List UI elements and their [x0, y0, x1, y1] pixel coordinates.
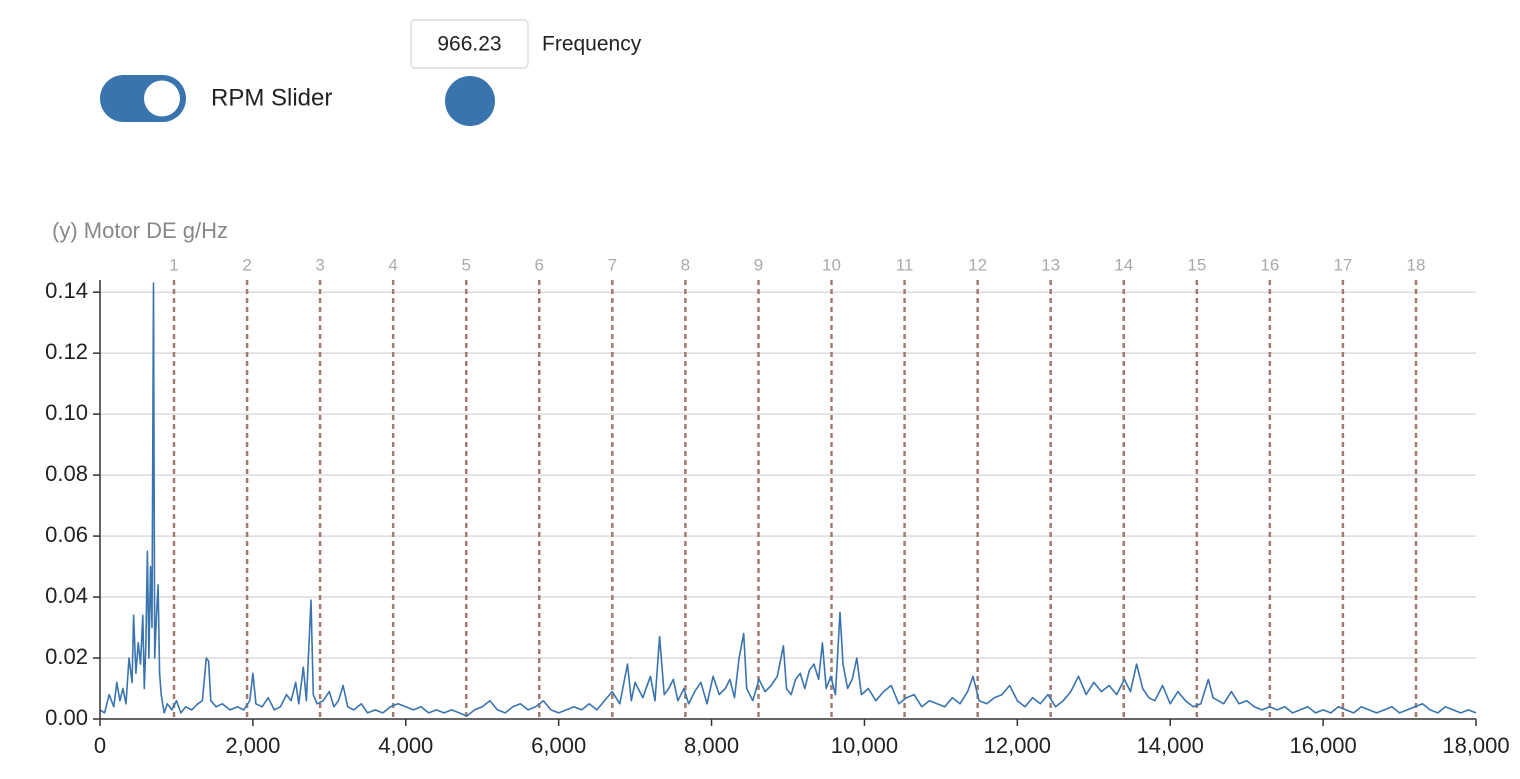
y-tick-label: 0.02	[45, 644, 88, 669]
y-tick-label: 0.14	[45, 278, 88, 303]
spectrum-line	[99, 282, 1477, 717]
toggle-knob[interactable]	[144, 80, 180, 117]
x-tick-label: 6,000	[531, 733, 586, 758]
x-tick-label: 12,000	[984, 733, 1051, 758]
y-tick-label: 0.06	[45, 522, 88, 547]
harmonic-label: 10	[822, 255, 841, 274]
y-tick-label: 0.12	[45, 339, 88, 364]
rpm-toggle[interactable]	[100, 75, 186, 122]
harmonic-label: 18	[1407, 255, 1426, 274]
harmonic-label: 13	[1041, 255, 1060, 274]
x-tick-label: 4,000	[378, 733, 433, 758]
x-tick-label: 18,000	[1442, 733, 1509, 758]
x-tick-label: 2,000	[225, 733, 280, 758]
plot: 0.00 0.02 0.04 0.06 0.08 0.10 0.12 0.14 0 2,000 4,…	[45, 255, 1509, 757]
x-tick-label: 16,000	[1289, 733, 1356, 758]
harmonic-label: 15	[1187, 255, 1206, 274]
frequency-label: Frequency	[542, 33, 642, 56]
y-axis-label: (y) Motor DE g/Hz	[52, 218, 228, 243]
frequency-value[interactable]: 966.23	[437, 33, 501, 56]
harmonic-label: 1	[169, 255, 178, 274]
x-tick-label: 0	[94, 733, 106, 758]
toggle-label: RPM Slider	[211, 84, 332, 111]
harmonic-label: 17	[1333, 255, 1352, 274]
harmonic-label: 5	[462, 255, 471, 274]
harmonic-label: 3	[315, 255, 324, 274]
harmonic-label: 7	[608, 255, 617, 274]
frequency-input[interactable]	[410, 19, 529, 69]
harmonic-label: 9	[754, 255, 763, 274]
slider-thumb[interactable]	[445, 76, 495, 126]
harmonic-label: 16	[1260, 255, 1279, 274]
harmonic-label: 6	[535, 255, 544, 274]
y-tick-label: 0.00	[45, 705, 88, 730]
harmonic-label: 11	[896, 255, 914, 274]
y-tick-label: 0.04	[45, 583, 88, 608]
y-tick-label: 0.08	[45, 461, 88, 486]
harmonic-label: 2	[242, 255, 251, 274]
x-tick-label: 14,000	[1137, 733, 1204, 758]
y-tick-label: 0.10	[45, 400, 88, 425]
harmonic-label: 12	[968, 255, 987, 274]
x-tick-label: 10,000	[831, 733, 898, 758]
harmonic-label: 14	[1114, 255, 1133, 274]
x-tick-label: 8,000	[684, 733, 739, 758]
harmonic-label: 4	[388, 255, 397, 274]
harmonic-label: 8	[681, 255, 690, 274]
